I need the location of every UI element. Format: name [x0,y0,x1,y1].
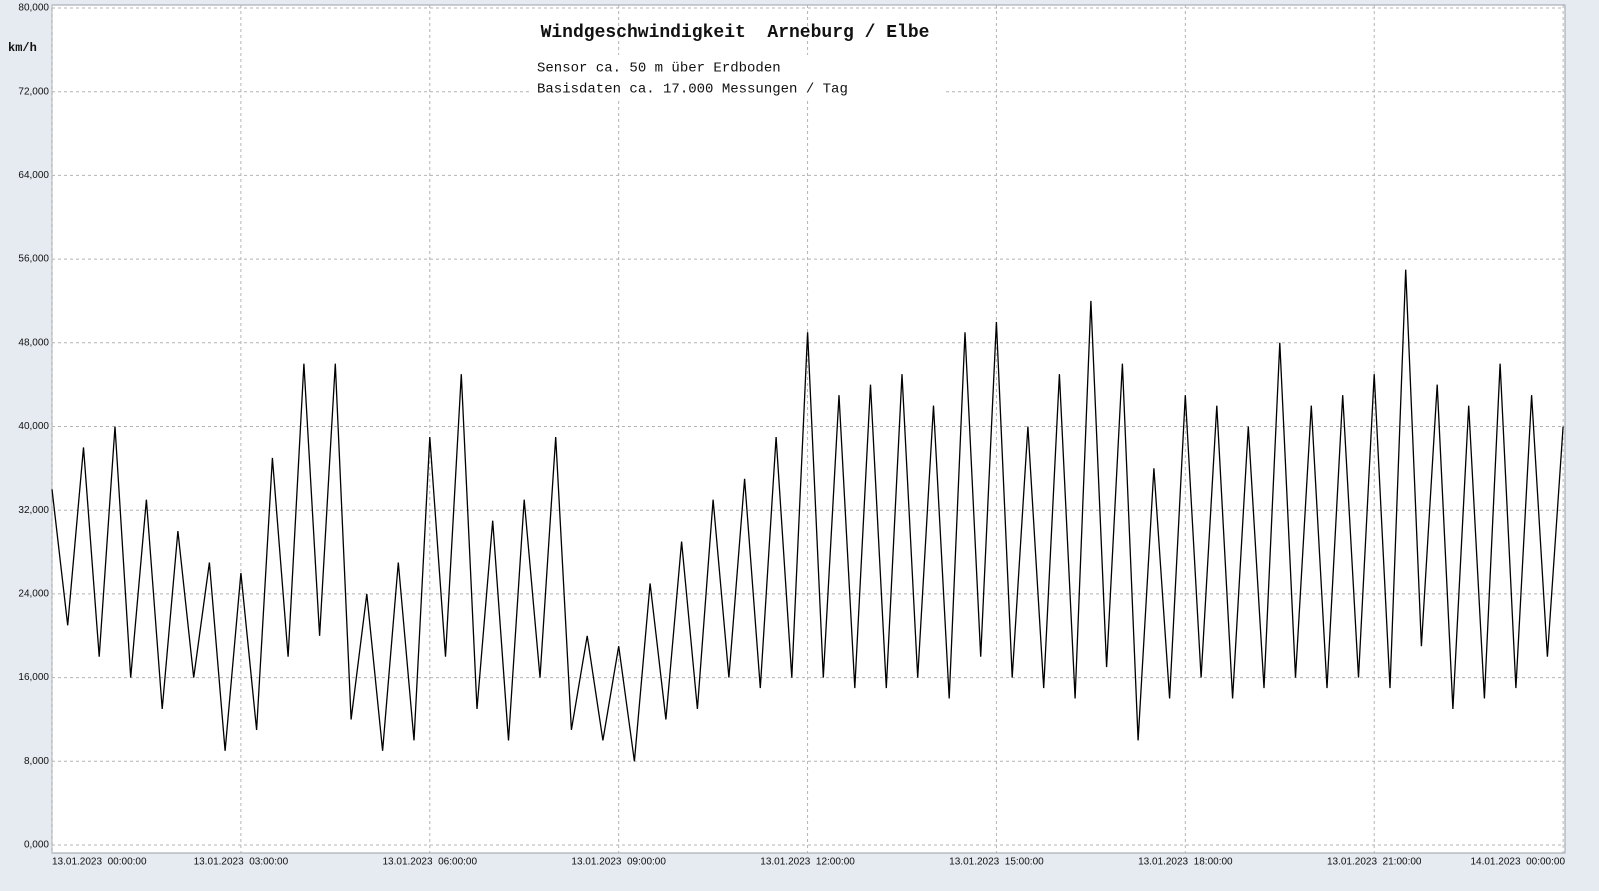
subtitle: Basisdaten ca. 17.000 Messungen / Tag [537,82,848,98]
x-tick-label: 13.01.2023 09:00:00 [571,857,666,868]
x-tick-label: 13.01.2023 21:00:00 [1327,857,1422,868]
y-tick-label: 48,000 [18,337,49,348]
marks [51,269,1564,762]
x-tick-label: 13.01.2023 18:00:00 [1138,857,1233,868]
x-tick-label: 13.01.2023 15:00:00 [949,857,1044,868]
y-tick-label: 80,000 [18,3,49,14]
y-tick-label: 56,000 [18,254,49,265]
y-tick-label: 0,000 [24,840,49,851]
subtitle: Sensor ca. 50 m über Erdboden [537,61,781,77]
wind-line [51,269,1564,762]
y-tick-label: 32,000 [18,505,49,516]
subtitle-box [530,55,946,99]
x-tick-label: 14.01.2023 00:00:00 [1470,857,1565,868]
y-tick-label: 72,000 [18,86,49,97]
y-tick-label: 24,000 [18,589,49,600]
x-tick-label: 13.01.2023 06:00:00 [383,857,478,868]
y-tick-label: 8,000 [24,756,49,767]
chart-title: Windgeschwindigkeit Arneburg / Elbe [541,23,930,43]
y-axis-label: km/h [8,41,37,55]
x-tick-label: 13.01.2023 00:00:00 [52,857,147,868]
plot-area [51,4,1566,854]
y-tick-label: 40,000 [18,421,49,432]
y-tick-label: 16,000 [18,672,49,683]
y-tick-label: 64,000 [18,170,49,181]
x-tick-label: 13.01.2023 12:00:00 [760,857,855,868]
grid [51,5,1565,853]
x-tick-label: 13.01.2023 03:00:00 [194,857,289,868]
